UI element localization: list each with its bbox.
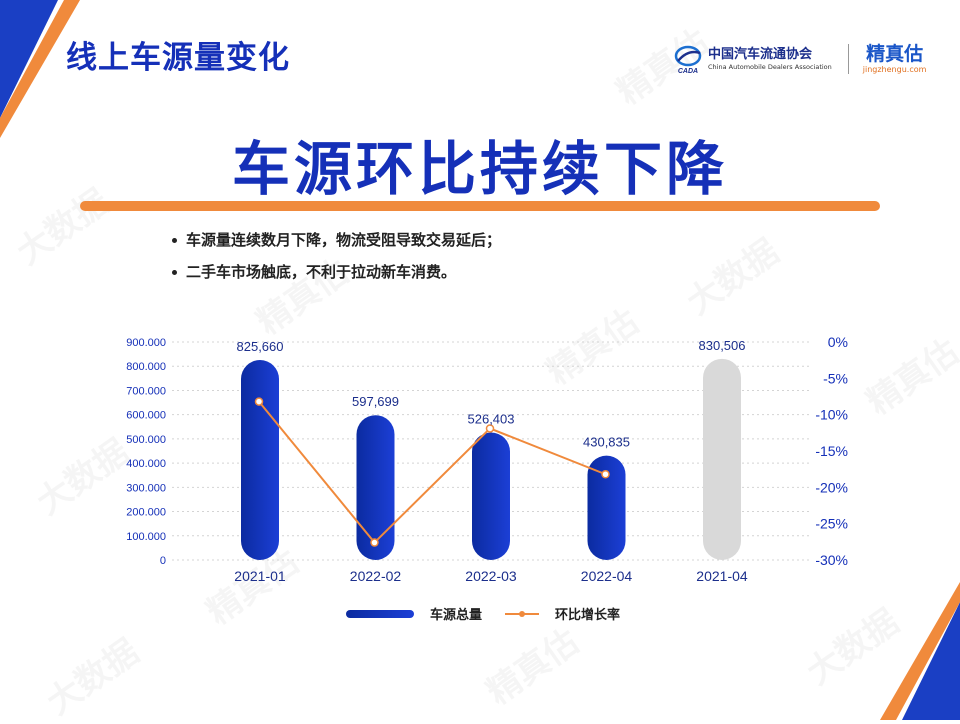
right-y-axis: 0% -5% -10% -15% -20% -25% -30% [815, 334, 848, 568]
bar-value-label: 830,506 [699, 338, 746, 353]
line-point [254, 397, 264, 406]
combo-chart: 0 100.000 200.000 300.000 400.000 500.000 600.… [126, 334, 848, 584]
bar-value-label: 825,660 [237, 339, 284, 354]
bar-series [241, 358, 741, 560]
left-axis-tick-label: 800.000 [126, 361, 166, 373]
bullet-dot-icon [172, 269, 177, 275]
x-axis-tick-label: 2022-04 [581, 568, 633, 584]
right-axis-tick-label: -25% [815, 516, 848, 532]
right-axis-tick-label: -10% [815, 407, 848, 423]
bar [587, 455, 626, 560]
bar [472, 432, 510, 560]
jingzhengu-url: jingzhengu.com [862, 65, 927, 74]
watermark: 精真估 [475, 615, 587, 714]
x-axis-tick-label: 2021-04 [696, 568, 748, 584]
page-title: 线上车源量变化 [66, 40, 290, 76]
bullet-text: 车源量连续数月下降，物流受阻导致交易延后； [186, 231, 502, 249]
x-axis-tick-label: 2022-02 [350, 568, 402, 584]
jingzhengu-logo: 精真估 jingzhengu.com [863, 43, 927, 75]
left-axis-tick-label: 900.000 [126, 337, 166, 349]
legend-bar-swatch [346, 609, 414, 618]
jingzhengu-name: 精真估 [866, 43, 924, 65]
x-axis: 2021-01 2022-02 2022-03 2022-04 2021-04 [234, 568, 748, 584]
bullet-list: 车源量连续数月下降，物流受阻导致交易延后； 二手车市场触底，不利于拉动新车消费。 [172, 224, 501, 288]
watermark: 大数据 [35, 625, 147, 724]
bar-value-label: 430,835 [583, 435, 630, 450]
right-axis-tick-label: -5% [823, 370, 848, 386]
left-axis-tick-label: 0 [160, 555, 166, 567]
bullet-item: 车源量连续数月下降，物流受阻导致交易延后； [172, 224, 501, 256]
cada-abbr: CADA [678, 68, 698, 75]
cada-logo-icon: CADA [674, 45, 702, 75]
bar-value-label: 597,699 [352, 394, 399, 409]
line-series [254, 397, 610, 547]
left-axis-tick-label: 600.000 [126, 410, 166, 422]
logo-area: CADA 中国汽车流通协会 China Automobile Dealers A… [672, 42, 926, 76]
left-axis-tick-label: 200.000 [126, 507, 166, 519]
left-axis-tick-label: 100.000 [126, 531, 166, 543]
x-axis-tick-label: 2022-03 [465, 568, 517, 584]
bullet-dot-icon [172, 237, 177, 243]
cada-name-cn: 中国汽车流通协会 [708, 46, 813, 62]
legend-label: 车源总量 [430, 608, 483, 623]
bottom-right-corner-stripes [880, 582, 960, 720]
bullet-text: 二手车市场触底，不利于拉动新车消费。 [186, 263, 457, 281]
headline-underline [80, 201, 880, 211]
cada-name-en: China Automobile Dealers Association [708, 62, 832, 71]
growth-rate-line [258, 400, 606, 545]
top-left-corner-stripes [0, 0, 80, 138]
left-axis-tick-label: 700.000 [126, 385, 166, 397]
left-axis-tick-label: 500.000 [126, 434, 166, 446]
bullet-item: 二手车市场触底，不利于拉动新车消费。 [172, 256, 501, 288]
right-axis-tick-label: -20% [815, 479, 848, 495]
left-y-axis: 0 100.000 200.000 300.000 400.000 500.000 600.… [126, 337, 166, 567]
legend-item-bar: 车源总量 [346, 604, 482, 623]
bar [703, 358, 741, 560]
line-point [370, 538, 379, 547]
data-labels: 825,660 597,699 526,403 430,835 830,506 [237, 338, 746, 450]
legend-item-line: 环比增长率 [505, 604, 620, 623]
x-axis-tick-label: 2021-01 [234, 568, 286, 584]
right-axis-tick-label: -15% [815, 443, 848, 459]
right-axis-tick-label: -30% [815, 552, 848, 568]
line-point [485, 424, 495, 433]
line-point [601, 470, 610, 479]
left-axis-tick-label: 400.000 [126, 458, 166, 470]
bar-value-label: 526,403 [468, 411, 515, 426]
left-axis-tick-label: 300.000 [126, 482, 166, 494]
legend-line-swatch [505, 610, 539, 617]
headline: 车源环比持续下降 [231, 135, 728, 203]
legend-label: 环比增长率 [555, 608, 621, 623]
bar [356, 415, 395, 560]
logo-divider [847, 44, 849, 74]
right-axis-tick-label: 0% [828, 334, 848, 350]
bar [241, 360, 279, 560]
